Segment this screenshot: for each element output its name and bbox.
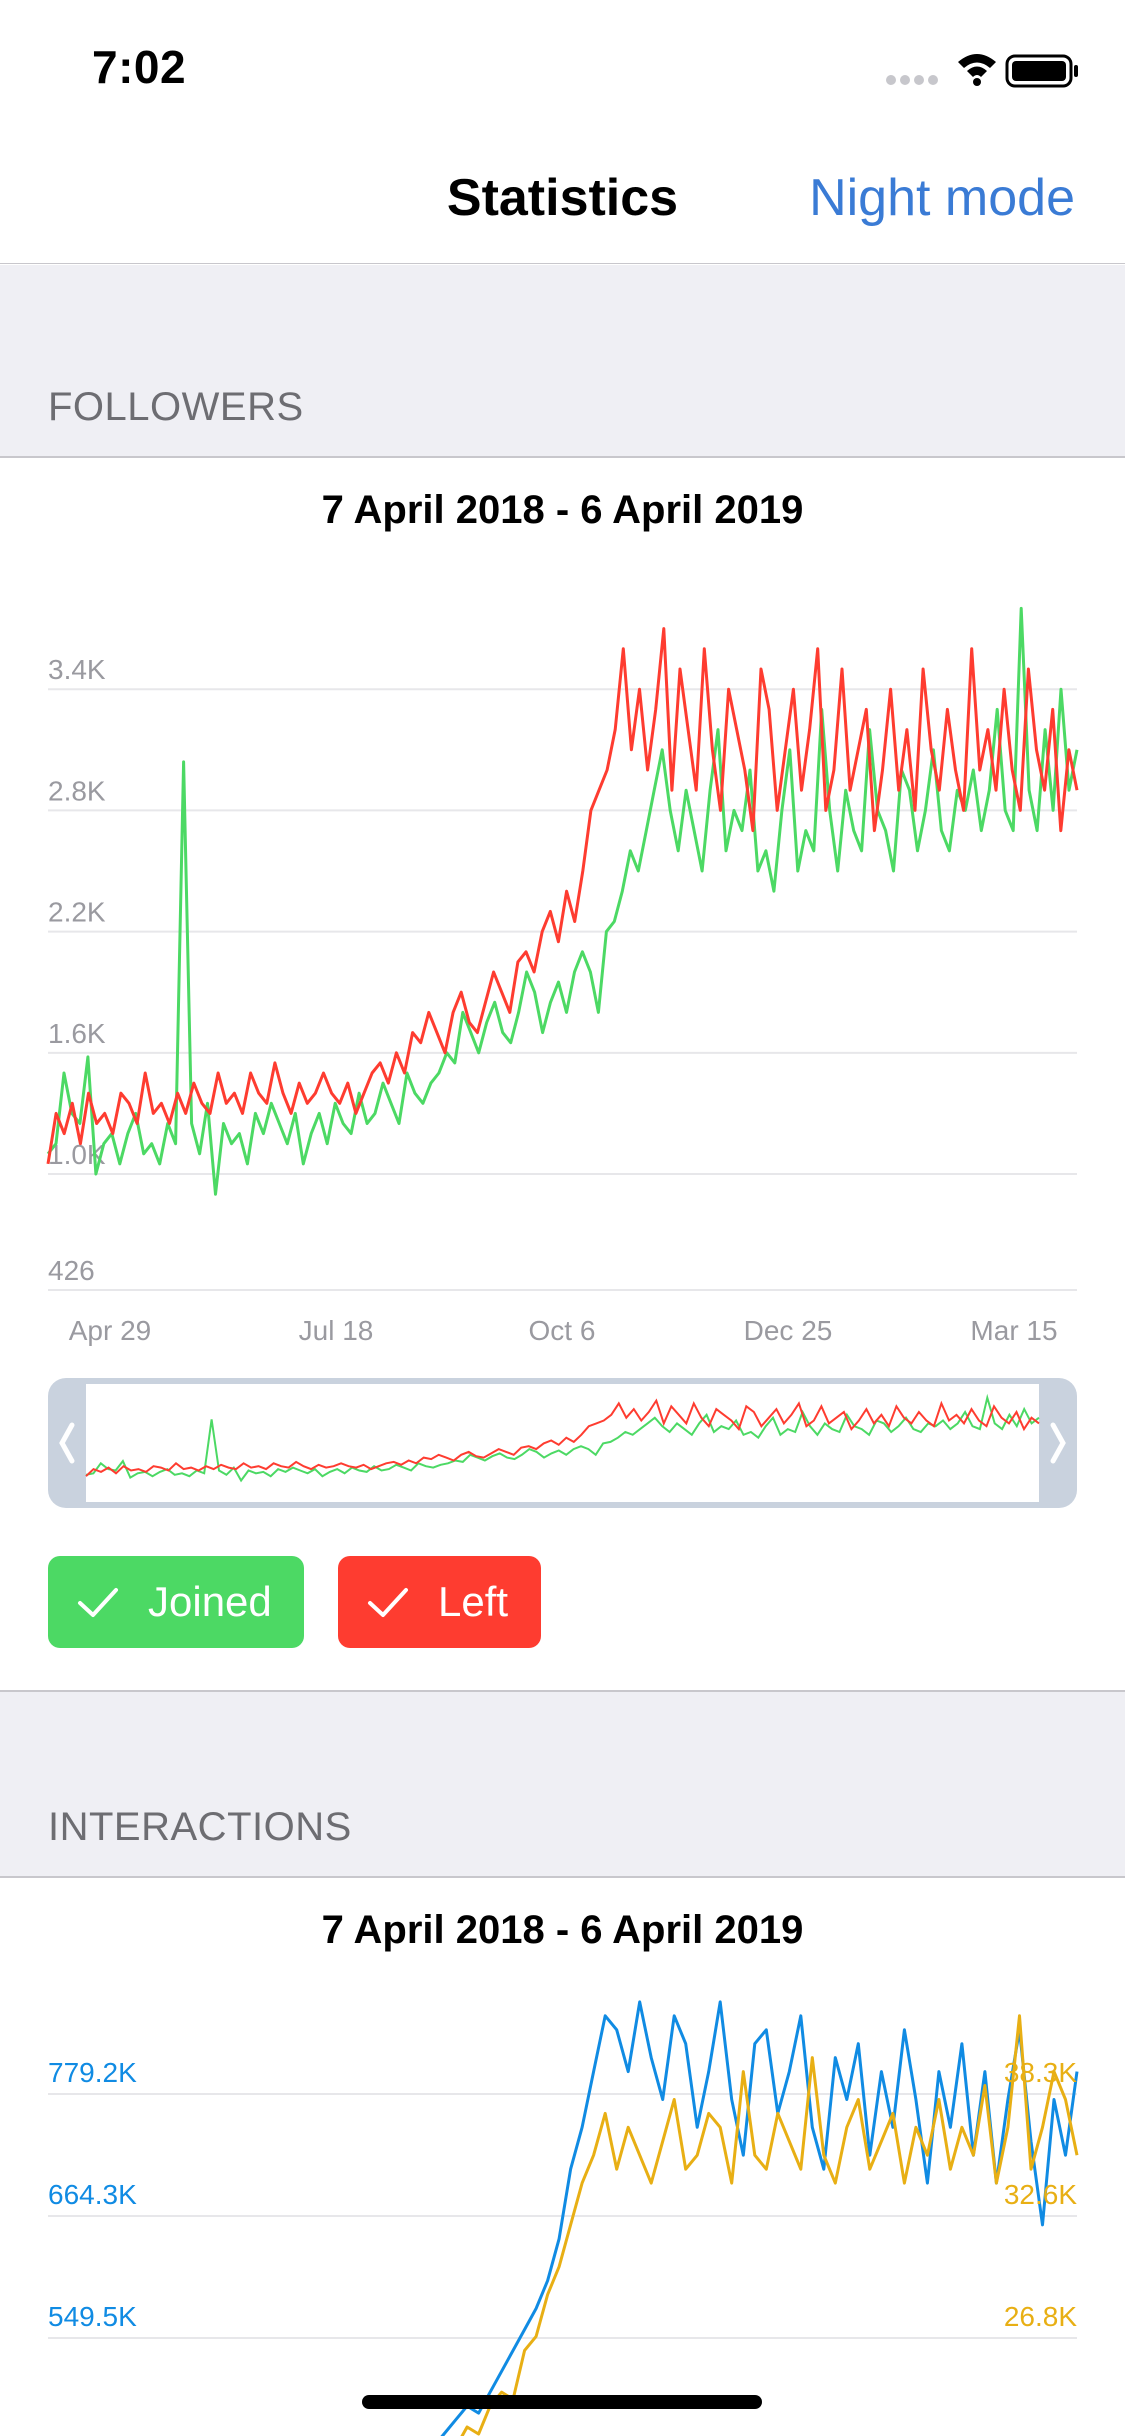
interactions-panel: 7 April 2018 - 6 April 2019 779.2K 38.3K 6…: [0, 1878, 1125, 2436]
divider: [0, 1690, 1125, 1692]
divider: [0, 1876, 1125, 1878]
joined-toggle-button[interactable]: Joined: [48, 1556, 304, 1648]
wifi-icon: [958, 54, 996, 86]
status-time: 7:02: [92, 41, 187, 93]
mini-series-line-joined: [85, 1393, 1040, 1483]
followers-section-title: FOLLOWERS: [48, 385, 304, 429]
left-toggle-button[interactable]: Left: [338, 1556, 541, 1648]
x-tick-label: Jul 18: [299, 1315, 374, 1346]
y-tick-label: 1.6K: [48, 1018, 106, 1049]
y-tick-label: 426: [48, 1255, 95, 1286]
followers-panel: 7 April 2018 - 6 April 2019 426 1.0K 1.6K 2…: [0, 458, 1125, 1690]
range-window[interactable]: [86, 1384, 1039, 1502]
y-tick-label-left: 779.2K: [48, 2057, 137, 2088]
interactions-section-title: INTERACTIONS: [48, 1805, 352, 1849]
series-line-joined: [46, 606, 1079, 1196]
left-label: Left: [438, 1578, 509, 1625]
page-title: Statistics: [446, 169, 679, 227]
home-indicator: [362, 2395, 762, 2409]
checkmark-icon: [78, 1588, 118, 1617]
left-handle-icon[interactable]: [59, 1422, 75, 1464]
y-tick-label: 2.8K: [48, 775, 106, 806]
followers-section-header: [0, 265, 1125, 457]
series-line-left: [46, 627, 1079, 1165]
y-tick-label-left: 549.5K: [48, 2301, 137, 2332]
checkmark-icon: [368, 1588, 408, 1617]
x-tick-label: Mar 15: [970, 1315, 1057, 1346]
cellular-signal-icon: [886, 75, 938, 85]
mini-series-line-left: [85, 1398, 1040, 1477]
y-tick-label: 2.2K: [48, 897, 106, 928]
interactions-section-header: [0, 1692, 1125, 1876]
interactions-date-range: 7 April 2018 - 6 April 2019: [321, 1908, 804, 1952]
joined-label: Joined: [148, 1578, 272, 1625]
y-tick-label-left: 664.3K: [48, 2179, 137, 2210]
followers-range-selector[interactable]: [0, 1378, 1125, 1518]
x-tick-label: Dec 25: [744, 1315, 833, 1346]
status-icons: [886, 54, 1078, 88]
series-line: [440, 2000, 1079, 2436]
y-tick-label-right: 26.8K: [1004, 2301, 1077, 2332]
right-handle-icon[interactable]: [1050, 1422, 1066, 1464]
y-tick-label-right: 32.6K: [1004, 2179, 1077, 2210]
followers-date-range: 7 April 2018 - 6 April 2019: [321, 488, 804, 532]
x-tick-label: Oct 6: [529, 1315, 596, 1346]
x-tick-label: Apr 29: [69, 1315, 152, 1346]
battery-icon: [1005, 54, 1078, 88]
navigation-bar: Statistics Night mode: [0, 132, 1125, 264]
night-mode-button[interactable]: Night mode: [809, 169, 1075, 227]
y-tick-label-right: 38.3K: [1004, 2057, 1077, 2088]
status-bar: 7:02: [0, 0, 1125, 132]
y-tick-label: 3.4K: [48, 654, 106, 685]
divider: [0, 456, 1125, 458]
interactions-chart: 779.2K 38.3K 664.3K 32.6K 549.5K 26.8K: [48, 2000, 1079, 2436]
